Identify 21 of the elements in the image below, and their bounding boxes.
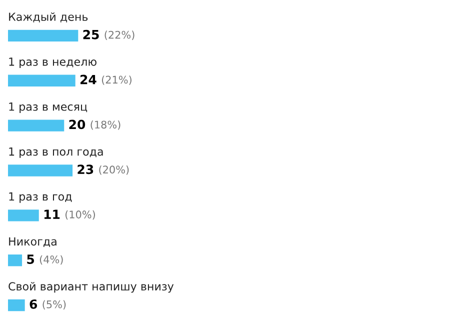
y-tick-label: Свой вариант напишу внизу (8, 282, 174, 293)
data-label: 20 (18%) (69, 120, 120, 130)
bar (8, 254, 22, 266)
y-tick-label: 1 раз в месяц (9, 102, 88, 113)
y-tick-label: 1 раз в год (9, 192, 72, 203)
bar (8, 74, 76, 86)
data-label: 24 (21%) (80, 74, 132, 85)
bar (8, 164, 73, 176)
data-label: 11 (10%) (44, 210, 95, 220)
data-label: 5 (4%) (27, 254, 63, 265)
bar (8, 30, 78, 42)
y-tick-label: Никогда (9, 237, 56, 247)
data-label: 25 (22%) (83, 30, 134, 40)
bar (8, 299, 25, 312)
y-tick-label: 1 раз в пол года (9, 147, 103, 158)
data-label: 23 (20%) (78, 164, 129, 175)
y-tick-label: 1 раз в неделю (9, 58, 96, 68)
bar (8, 120, 64, 132)
y-tick-label: Каждый день (9, 12, 88, 22)
data-label: 6 (5%) (30, 299, 66, 310)
bar (8, 210, 39, 222)
